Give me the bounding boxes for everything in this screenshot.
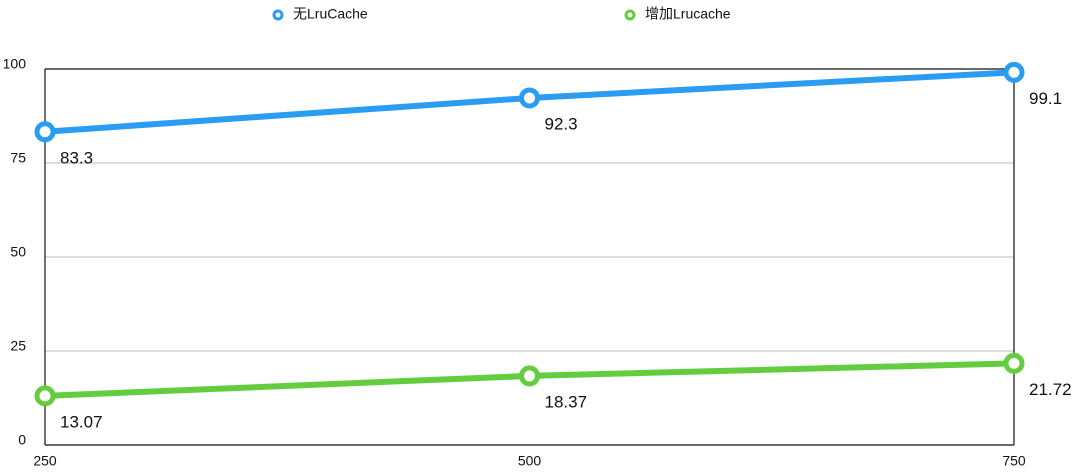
point	[34, 121, 56, 143]
legend-label: 增加Lrucache	[645, 6, 731, 22]
data-label: 83.3	[60, 148, 93, 167]
x-tick-label: 250	[33, 453, 57, 469]
data-label: 99.1	[1029, 89, 1062, 108]
data-label: 21.72	[1029, 380, 1072, 399]
data-label: 92.3	[545, 114, 578, 133]
legend-label: 无LruCache	[293, 6, 368, 22]
data-label: 18.37	[545, 392, 588, 411]
y-tick-label: 50	[10, 244, 26, 260]
point	[1003, 61, 1025, 83]
point	[1003, 352, 1025, 374]
legend-marker	[272, 9, 284, 21]
point	[519, 87, 540, 109]
y-tick-label: 100	[3, 56, 27, 72]
data-label: 13.07	[60, 412, 103, 431]
x-tick-label: 750	[1002, 453, 1026, 469]
point	[34, 385, 56, 407]
point	[519, 365, 540, 387]
x-tick-label: 500	[518, 453, 542, 469]
y-tick-label: 25	[10, 338, 26, 354]
y-tick-label: 0	[18, 432, 26, 448]
y-tick-label: 75	[10, 150, 26, 166]
legend-marker	[624, 9, 636, 21]
